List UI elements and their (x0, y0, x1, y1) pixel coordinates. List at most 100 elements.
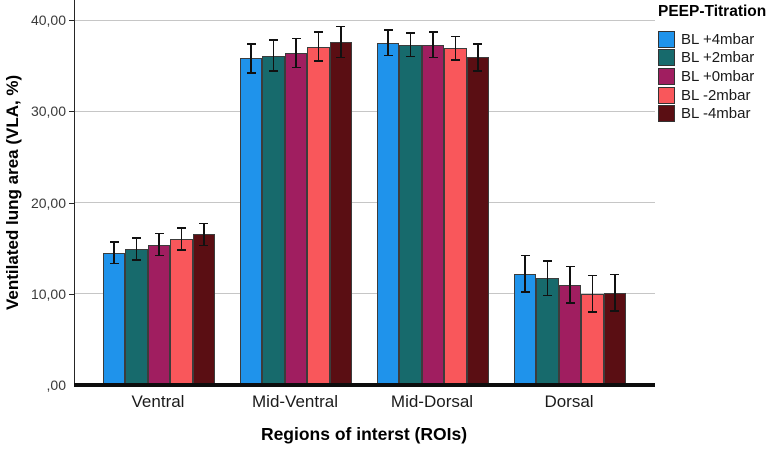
legend: PEEP-Titration BL +4mbar BL +2mbar BL +0mb… (658, 3, 779, 123)
error-bar-cap (383, 54, 393, 57)
error-bar-cap (565, 265, 575, 268)
x-category-label-mid-ventral: Mid-Ventral (252, 392, 338, 411)
error-bar-cap (450, 35, 460, 38)
gridline (75, 202, 655, 204)
bar-mid-dorsal-BL-2mbar (444, 48, 467, 385)
legend-label: BL +2mbar (681, 49, 755, 67)
error-bar-cap (428, 56, 438, 59)
error-bar (409, 32, 412, 57)
legend-swatch-icon (658, 67, 675, 85)
x-axis-title: Regions of interst (ROIs) (260, 424, 468, 444)
bar-ventral-BL+2mbar (125, 249, 148, 385)
error-bar (340, 26, 342, 58)
legend-label: BL -2mbar (681, 86, 751, 104)
bar-mid-dorsal-BL+2mbar (399, 44, 422, 385)
legend-title: PEEP-Titration (658, 3, 767, 20)
legend-swatch-icon (658, 30, 675, 48)
y-tick-label: 10,00 (30, 285, 66, 302)
error-bar (295, 38, 297, 68)
error-bar-cap (336, 56, 346, 59)
error-bar-cap (406, 55, 416, 58)
y-axis-title: Ventilated lung area (VLA, %) (3, 74, 22, 311)
error-bar-cap (154, 254, 164, 257)
y-tick-mark (69, 20, 74, 22)
error-bar (272, 40, 275, 72)
error-bar-cap (473, 42, 483, 45)
bar-mid-ventral-BL+0mbar (284, 52, 308, 385)
error-bar (432, 31, 434, 58)
error-bar-cap (520, 291, 530, 293)
legend-label: BL -4mbar (681, 105, 751, 123)
error-bar (113, 241, 115, 264)
y-tick-mark (69, 293, 74, 295)
error-bar-cap (565, 302, 575, 304)
bar-mid-ventral-BL-2mbar (307, 46, 330, 385)
y-tick-label: 20,00 (30, 194, 66, 211)
legend-item: BL +2mbar (658, 49, 779, 68)
bar-mid-dorsal-BL+0mbar (421, 44, 445, 385)
error-bar-cap (246, 72, 256, 74)
error-bar-cap (132, 259, 142, 261)
error-bar-cap (291, 66, 301, 69)
error-bar-cap (176, 249, 186, 251)
legend-item: BL -4mbar (658, 104, 779, 123)
error-bar-cap (109, 240, 119, 243)
bar-mid-ventral-BL-4mbar (329, 41, 352, 385)
error-bar (454, 36, 457, 61)
error-bar (524, 255, 526, 292)
error-bar (477, 43, 479, 72)
error-bar (135, 238, 138, 260)
gridline (75, 19, 655, 21)
error-bar-cap (428, 31, 438, 33)
legend-item: BL -2mbar (658, 86, 779, 105)
error-bar-cap (269, 39, 279, 41)
y-tick-label: 40,00 (30, 12, 66, 29)
y-tick-mark (69, 111, 74, 113)
error-bar-cap (610, 273, 620, 276)
x-category-label-ventral: Ventral (131, 392, 185, 411)
error-bar-cap (520, 254, 530, 257)
error-bar-cap (383, 29, 393, 31)
legend-item: BL +4mbar (658, 30, 779, 49)
error-bar-cap (176, 227, 186, 229)
x-category-label-mid-dorsal: Mid-Dorsal (390, 392, 474, 411)
error-bar (591, 275, 594, 312)
error-bar-cap (199, 222, 209, 225)
bar-mid-dorsal-BL+4mbar (377, 42, 400, 385)
bar-ventral-BL+0mbar (147, 244, 171, 385)
error-bar (546, 260, 549, 296)
error-bar (250, 43, 252, 73)
y-tick-label: 30,00 (30, 103, 66, 120)
error-bar-cap (406, 32, 416, 34)
error-bar (387, 30, 389, 56)
error-bar-cap (473, 70, 483, 72)
error-bar-cap (291, 37, 301, 40)
x-category-label-dorsal: Dorsal (544, 392, 594, 411)
plot-area (73, 0, 655, 387)
legend-swatch-icon (658, 49, 675, 67)
gridline (75, 293, 655, 295)
error-bar-cap (313, 31, 323, 33)
error-bar-cap (109, 262, 119, 265)
error-bar-cap (313, 60, 323, 62)
x-axis-line (73, 382, 655, 387)
legend-item: BL +0mbar (658, 67, 779, 86)
bar-mid-dorsal-BL-4mbar (466, 57, 489, 385)
gridline (75, 110, 655, 112)
error-bar-cap (587, 274, 597, 277)
legend-swatch-icon (658, 105, 675, 123)
error-bar (158, 233, 160, 256)
legend-swatch-icon (658, 86, 675, 104)
error-bar-cap (543, 294, 553, 297)
y-tick-label: ,00 (46, 377, 66, 393)
error-bar-cap (199, 244, 209, 247)
error-bar-cap (587, 311, 597, 313)
bar-ventral-BL-4mbar (192, 234, 215, 385)
error-bar (614, 274, 616, 312)
error-bar-cap (154, 232, 164, 235)
error-bar-cap (450, 59, 460, 61)
error-bar-cap (543, 260, 553, 262)
bar-ventral-BL-2mbar (170, 239, 193, 385)
bar-mid-ventral-BL+2mbar (262, 55, 285, 385)
